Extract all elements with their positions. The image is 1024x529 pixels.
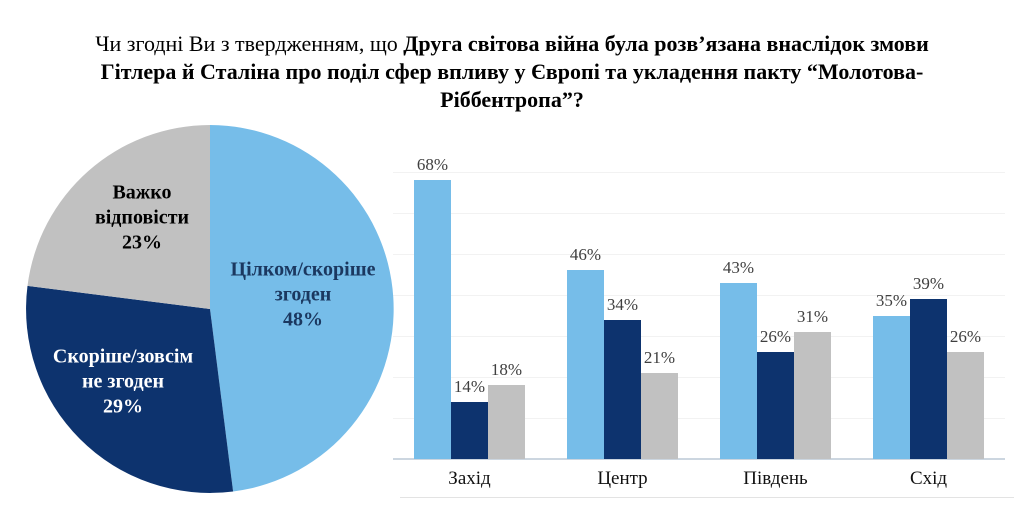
category-label: Південь	[743, 468, 808, 489]
bar-value-label: 68%	[416, 155, 449, 175]
title-bold-text: Друга світова війна була розв’язана внас…	[403, 31, 929, 56]
category-label: Захід	[448, 468, 491, 489]
bar-neutral	[488, 385, 525, 459]
pie-label: Скоріше/зовсім не згоден 29%	[52, 345, 194, 418]
pie-label: Цілком/скоріше згоден 48%	[230, 258, 376, 331]
bar-agree	[873, 315, 910, 459]
bar-neutral	[794, 331, 831, 459]
bar-value-label: 26%	[759, 327, 792, 347]
chart-bottom-border	[400, 497, 1014, 498]
title-line-3: Ріббентропа”?	[440, 87, 584, 112]
gridline	[393, 254, 1005, 255]
gridline	[393, 377, 1005, 378]
gridline	[393, 336, 1005, 337]
bar-value-label: 34%	[606, 294, 639, 314]
bar-agree	[414, 180, 451, 459]
bar-disagree	[910, 299, 947, 459]
gridline	[393, 213, 1005, 214]
bar-value-label: 43%	[722, 257, 755, 277]
title-line-2: Гітлера й Сталіна про поділ сфер впливу …	[100, 59, 924, 84]
bar-value-label: 31%	[796, 306, 829, 326]
bar-disagree	[451, 401, 488, 459]
bar-value-label: 39%	[912, 274, 945, 294]
bar-agree	[720, 282, 757, 459]
bar-neutral	[641, 372, 678, 459]
title-line-1: Чи згодні Ви з твердженням, що Друга сві…	[0, 30, 1024, 58]
x-axis-line	[393, 458, 1005, 460]
bar-disagree	[757, 352, 794, 459]
category-label: Схід	[909, 468, 948, 489]
gridline	[393, 172, 1005, 173]
bar-value-label: 26%	[949, 327, 982, 347]
pie-label: Важко відповісти 23%	[94, 181, 190, 254]
bar-disagree	[604, 319, 641, 459]
bar-neutral	[947, 352, 984, 459]
category-label: Центр	[597, 468, 648, 489]
bar-value-label: 35%	[875, 290, 908, 310]
gridline	[393, 295, 1005, 296]
gridline	[393, 418, 1005, 419]
bar-value-label: 18%	[490, 360, 523, 380]
bar-value-label: 14%	[453, 376, 486, 396]
bar-value-label: 21%	[643, 347, 676, 367]
bar-value-label: 46%	[569, 245, 602, 265]
bar-agree	[567, 270, 604, 459]
survey-question-title: Чи згодні Ви з твердженням, що Друга сві…	[0, 30, 1024, 114]
title-regular-text: Чи згодні Ви з твердженням, що	[95, 31, 404, 56]
